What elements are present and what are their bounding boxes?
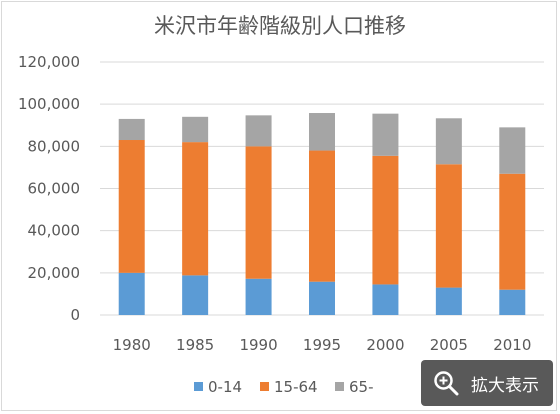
zoom-label: 拡大表示 xyxy=(471,375,539,396)
legend-label: 0-14 xyxy=(208,378,242,396)
x-tick-label: 1985 xyxy=(176,336,214,354)
bar-65--1995 xyxy=(309,113,335,151)
x-tick-label: 1980 xyxy=(113,336,151,354)
x-tick-label: 2005 xyxy=(430,336,468,354)
legend-swatch xyxy=(335,382,344,391)
bars xyxy=(118,113,526,315)
x-tick-label: 1990 xyxy=(239,336,277,354)
bar-0-14-2000 xyxy=(372,284,399,315)
y-tick-label: 80,000 xyxy=(28,137,81,155)
bar-65--1980 xyxy=(118,118,145,141)
legend-label: 65- xyxy=(349,378,374,396)
zoom-button[interactable]: 拡大表示 xyxy=(421,360,553,406)
x-tick-label: 1995 xyxy=(303,336,341,354)
bar-65--1990 xyxy=(245,115,272,147)
legend: 0-14 15-64 65- xyxy=(194,378,374,396)
magnifier-plus-icon xyxy=(434,371,459,396)
bar-15-64-1985 xyxy=(182,142,209,276)
y-tick-label: 40,000 xyxy=(28,222,81,240)
legend-swatch xyxy=(260,382,269,391)
x-axis-ticks: 1980 1985 1990 1995 2000 2005 2010 xyxy=(113,336,532,354)
y-tick-label: 120,000 xyxy=(18,53,80,71)
x-tick-label: 2000 xyxy=(366,336,404,354)
legend-swatch xyxy=(194,382,203,391)
bar-0-14-2010 xyxy=(499,289,526,315)
legend-label: 15-64 xyxy=(274,378,318,396)
bar-65--2005 xyxy=(435,118,462,165)
bar-0-14-2005 xyxy=(435,287,462,315)
x-tick-label: 2010 xyxy=(493,336,531,354)
y-axis-ticks: 0 20,000 40,000 60,000 80,000 100,000 120,000 xyxy=(18,53,80,324)
bar-15-64-2000 xyxy=(372,155,399,285)
y-tick-label: 60,000 xyxy=(28,180,81,198)
bar-15-64-2010 xyxy=(499,173,526,290)
bar-65--2010 xyxy=(499,127,526,174)
bar-65--1985 xyxy=(182,116,209,143)
bar-65--2000 xyxy=(372,113,399,156)
chart-title: 米沢市年齢階級別人口推移 xyxy=(154,14,406,38)
bar-15-64-2005 xyxy=(435,164,462,288)
y-tick-label: 20,000 xyxy=(28,264,81,282)
bar-15-64-1980 xyxy=(118,140,145,273)
bar-0-14-1980 xyxy=(118,272,145,315)
bar-0-14-1985 xyxy=(182,275,209,315)
bar-15-64-1990 xyxy=(245,146,272,279)
bar-15-64-1995 xyxy=(309,150,335,282)
y-tick-label: 100,000 xyxy=(18,95,80,113)
y-tick-label: 0 xyxy=(70,306,80,324)
bar-0-14-1995 xyxy=(309,281,335,315)
bar-0-14-1990 xyxy=(245,278,272,315)
